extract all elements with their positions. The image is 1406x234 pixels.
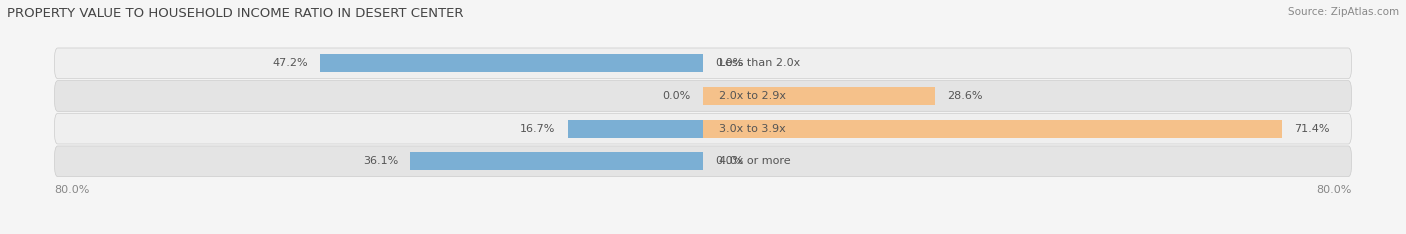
Text: Source: ZipAtlas.com: Source: ZipAtlas.com <box>1288 7 1399 17</box>
Text: 80.0%: 80.0% <box>55 185 90 195</box>
FancyBboxPatch shape <box>55 48 1351 79</box>
Text: 80.0%: 80.0% <box>1316 185 1351 195</box>
Text: 3.0x to 3.9x: 3.0x to 3.9x <box>720 124 786 134</box>
Bar <box>568 120 703 138</box>
Text: 2.0x to 2.9x: 2.0x to 2.9x <box>720 91 786 101</box>
FancyBboxPatch shape <box>55 146 1351 177</box>
Text: PROPERTY VALUE TO HOUSEHOLD INCOME RATIO IN DESERT CENTER: PROPERTY VALUE TO HOUSEHOLD INCOME RATIO… <box>7 7 464 20</box>
Text: 71.4%: 71.4% <box>1294 124 1329 134</box>
Text: 16.7%: 16.7% <box>520 124 555 134</box>
Text: 36.1%: 36.1% <box>363 156 398 166</box>
Text: 47.2%: 47.2% <box>273 58 308 68</box>
Bar <box>703 87 935 105</box>
Bar <box>411 152 703 170</box>
Text: Less than 2.0x: Less than 2.0x <box>720 58 800 68</box>
Text: 0.0%: 0.0% <box>716 58 744 68</box>
Text: 4.0x or more: 4.0x or more <box>720 156 790 166</box>
Text: 28.6%: 28.6% <box>948 91 983 101</box>
Bar <box>321 54 703 72</box>
Text: 0.0%: 0.0% <box>662 91 690 101</box>
FancyBboxPatch shape <box>55 81 1351 111</box>
Bar <box>703 120 1282 138</box>
Text: 0.0%: 0.0% <box>716 156 744 166</box>
FancyBboxPatch shape <box>55 113 1351 144</box>
